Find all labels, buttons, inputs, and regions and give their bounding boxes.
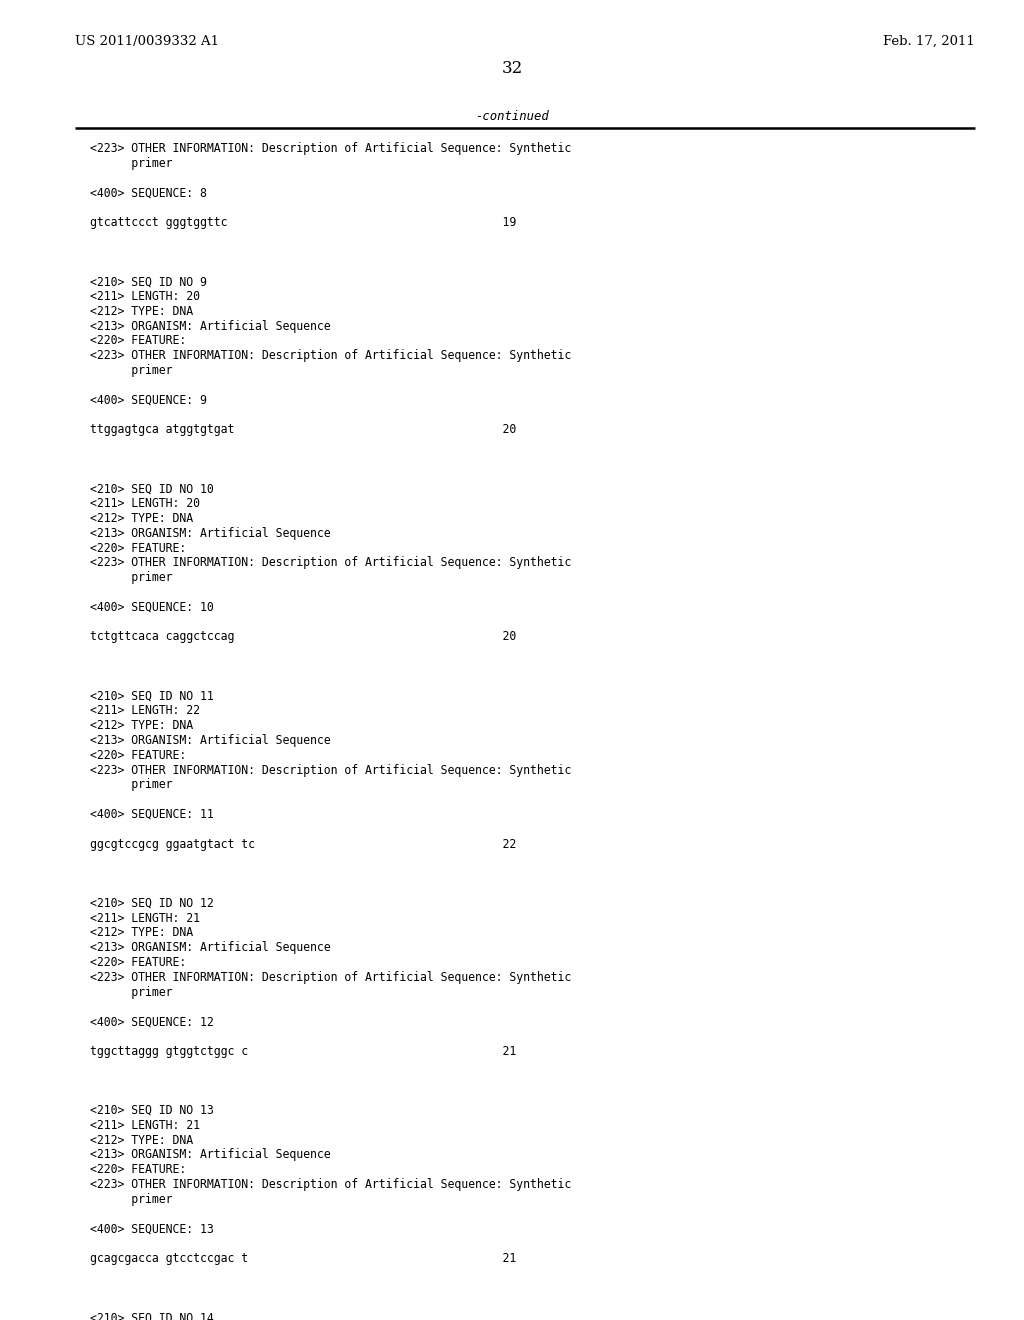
Text: <223> OTHER INFORMATION: Description of Artificial Sequence: Synthetic: <223> OTHER INFORMATION: Description of … xyxy=(90,143,571,154)
Text: <210> SEQ ID NO 13: <210> SEQ ID NO 13 xyxy=(90,1104,214,1117)
Text: <223> OTHER INFORMATION: Description of Artificial Sequence: Synthetic: <223> OTHER INFORMATION: Description of … xyxy=(90,970,571,983)
Text: <210> SEQ ID NO 12: <210> SEQ ID NO 12 xyxy=(90,896,214,909)
Text: Feb. 17, 2011: Feb. 17, 2011 xyxy=(884,36,975,48)
Text: <211> LENGTH: 20: <211> LENGTH: 20 xyxy=(90,498,200,511)
Text: <211> LENGTH: 21: <211> LENGTH: 21 xyxy=(90,1119,200,1131)
Text: primer: primer xyxy=(90,779,172,792)
Text: <210> SEQ ID NO 9: <210> SEQ ID NO 9 xyxy=(90,275,207,288)
Text: tctgttcaca caggctccag                                       20: tctgttcaca caggctccag 20 xyxy=(90,631,516,643)
Text: <400> SEQUENCE: 9: <400> SEQUENCE: 9 xyxy=(90,393,207,407)
Text: <213> ORGANISM: Artificial Sequence: <213> ORGANISM: Artificial Sequence xyxy=(90,941,331,954)
Text: <220> FEATURE:: <220> FEATURE: xyxy=(90,541,186,554)
Text: primer: primer xyxy=(90,364,172,378)
Text: <400> SEQUENCE: 8: <400> SEQUENCE: 8 xyxy=(90,186,207,199)
Text: <223> OTHER INFORMATION: Description of Artificial Sequence: Synthetic: <223> OTHER INFORMATION: Description of … xyxy=(90,1177,571,1191)
Text: ggcgtccgcg ggaatgtact tc                                    22: ggcgtccgcg ggaatgtact tc 22 xyxy=(90,838,516,850)
Text: <400> SEQUENCE: 12: <400> SEQUENCE: 12 xyxy=(90,1015,214,1028)
Text: <220> FEATURE:: <220> FEATURE: xyxy=(90,956,186,969)
Text: <212> TYPE: DNA: <212> TYPE: DNA xyxy=(90,1134,194,1147)
Text: <211> LENGTH: 20: <211> LENGTH: 20 xyxy=(90,290,200,304)
Text: US 2011/0039332 A1: US 2011/0039332 A1 xyxy=(75,36,219,48)
Text: <212> TYPE: DNA: <212> TYPE: DNA xyxy=(90,512,194,525)
Text: <210> SEQ ID NO 14: <210> SEQ ID NO 14 xyxy=(90,1311,214,1320)
Text: <211> LENGTH: 22: <211> LENGTH: 22 xyxy=(90,705,200,717)
Text: <400> SEQUENCE: 11: <400> SEQUENCE: 11 xyxy=(90,808,214,821)
Text: <400> SEQUENCE: 10: <400> SEQUENCE: 10 xyxy=(90,601,214,614)
Text: primer: primer xyxy=(90,986,172,999)
Text: <220> FEATURE:: <220> FEATURE: xyxy=(90,334,186,347)
Text: <213> ORGANISM: Artificial Sequence: <213> ORGANISM: Artificial Sequence xyxy=(90,319,331,333)
Text: gtcattccct gggtggttc                                        19: gtcattccct gggtggttc 19 xyxy=(90,216,516,228)
Text: <400> SEQUENCE: 13: <400> SEQUENCE: 13 xyxy=(90,1222,214,1236)
Text: -continued: -continued xyxy=(475,110,549,123)
Text: <212> TYPE: DNA: <212> TYPE: DNA xyxy=(90,305,194,318)
Text: primer: primer xyxy=(90,157,172,170)
Text: <212> TYPE: DNA: <212> TYPE: DNA xyxy=(90,719,194,733)
Text: <223> OTHER INFORMATION: Description of Artificial Sequence: Synthetic: <223> OTHER INFORMATION: Description of … xyxy=(90,763,571,776)
Text: <220> FEATURE:: <220> FEATURE: xyxy=(90,748,186,762)
Text: primer: primer xyxy=(90,1193,172,1205)
Text: gcagcgacca gtcctccgac t                                     21: gcagcgacca gtcctccgac t 21 xyxy=(90,1251,516,1265)
Text: ttggagtgca atggtgtgat                                       20: ttggagtgca atggtgtgat 20 xyxy=(90,424,516,436)
Text: <213> ORGANISM: Artificial Sequence: <213> ORGANISM: Artificial Sequence xyxy=(90,527,331,540)
Text: <220> FEATURE:: <220> FEATURE: xyxy=(90,1163,186,1176)
Text: <223> OTHER INFORMATION: Description of Artificial Sequence: Synthetic: <223> OTHER INFORMATION: Description of … xyxy=(90,557,571,569)
Text: <210> SEQ ID NO 11: <210> SEQ ID NO 11 xyxy=(90,689,214,702)
Text: <223> OTHER INFORMATION: Description of Artificial Sequence: Synthetic: <223> OTHER INFORMATION: Description of … xyxy=(90,350,571,362)
Text: 32: 32 xyxy=(502,59,522,77)
Text: <213> ORGANISM: Artificial Sequence: <213> ORGANISM: Artificial Sequence xyxy=(90,734,331,747)
Text: primer: primer xyxy=(90,572,172,585)
Text: <210> SEQ ID NO 10: <210> SEQ ID NO 10 xyxy=(90,482,214,495)
Text: <212> TYPE: DNA: <212> TYPE: DNA xyxy=(90,927,194,940)
Text: tggcttaggg gtggtctggc c                                     21: tggcttaggg gtggtctggc c 21 xyxy=(90,1045,516,1057)
Text: <211> LENGTH: 21: <211> LENGTH: 21 xyxy=(90,912,200,924)
Text: <213> ORGANISM: Artificial Sequence: <213> ORGANISM: Artificial Sequence xyxy=(90,1148,331,1162)
